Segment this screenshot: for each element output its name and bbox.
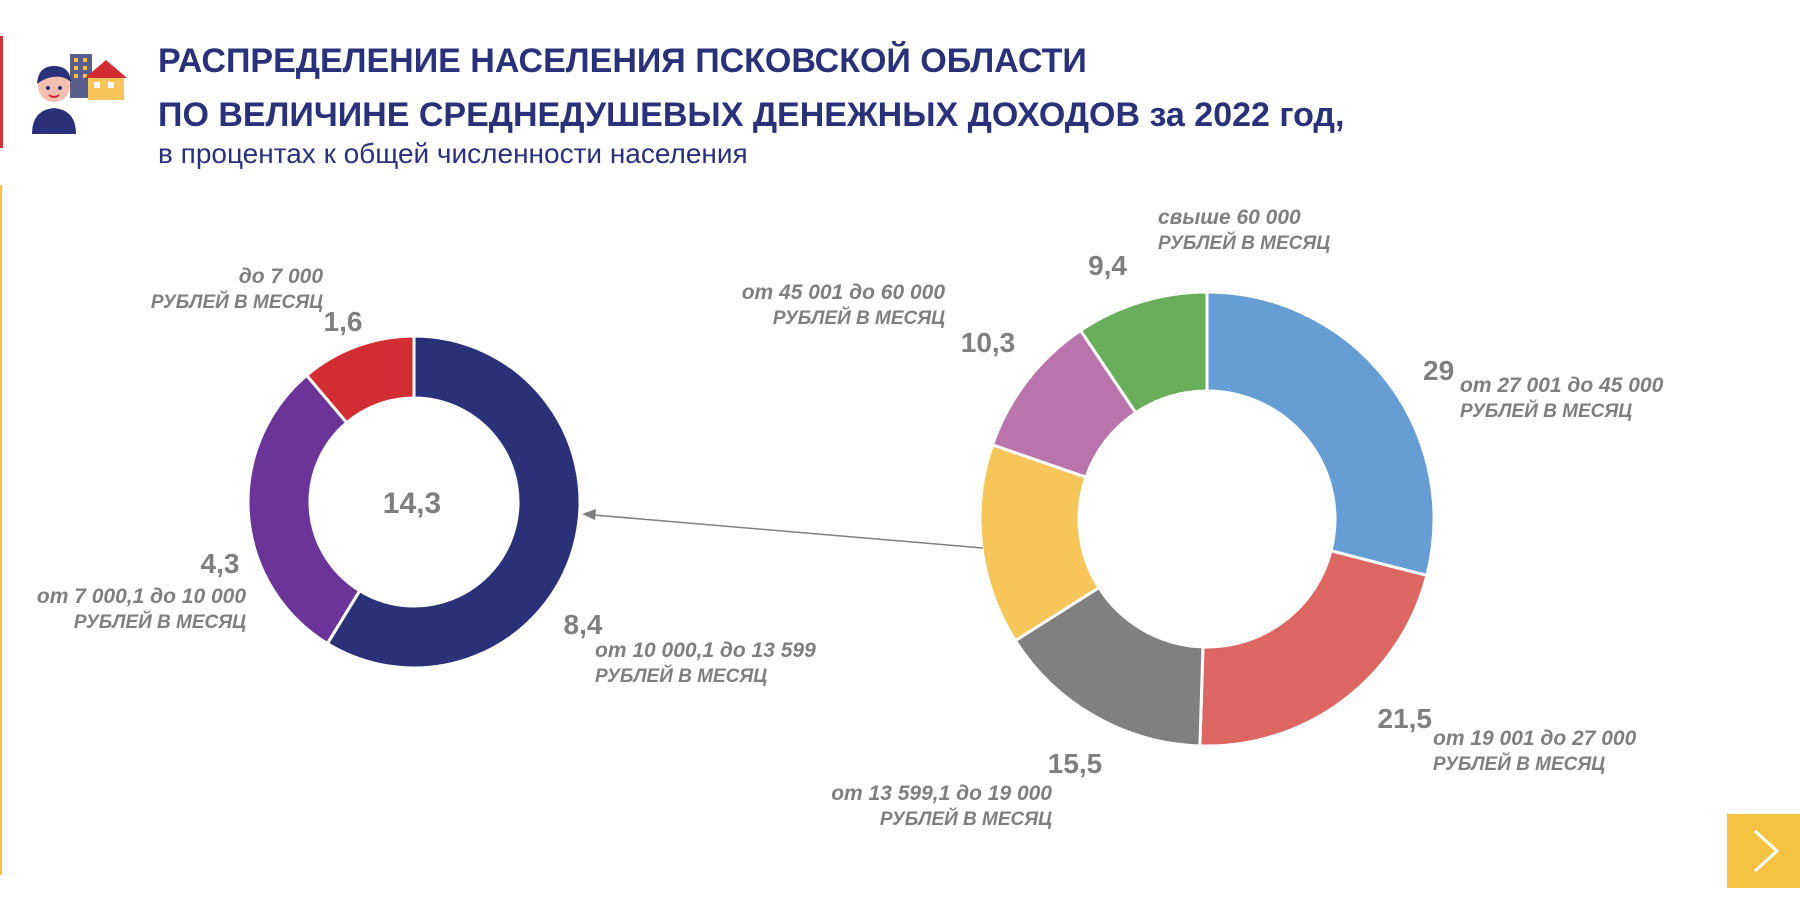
main-slice-value: 9,4	[1088, 250, 1127, 281]
person-house-icon	[32, 54, 127, 134]
sub-slice-value: 1,6	[324, 306, 363, 337]
accent-bar-yellow	[0, 185, 2, 875]
page-subtitle: в процентах к общей численности населени…	[158, 138, 748, 169]
sub-donut-slice	[304, 334, 416, 425]
main-slice-range-label: от 45 001 до 60 000	[742, 281, 946, 304]
main-slice-range-label: от 19 001 до 27 000	[1433, 727, 1637, 750]
main-slice-range-label: свыше 60 000	[1158, 206, 1301, 229]
main-slice-value: 10,3	[961, 327, 1016, 358]
main-donut-slice	[1198, 549, 1429, 748]
main-slice-value: 29	[1423, 355, 1454, 386]
sub-slice-unit-label: РУБЛЕЙ В МЕСЯЦ	[595, 665, 767, 687]
chevron-right-icon	[1753, 829, 1780, 873]
main-slice-unit-label: РУБЛЕЙ В МЕСЯЦ	[773, 307, 945, 329]
sub-slice-unit-label: РУБЛЕЙ В МЕСЯЦ	[74, 611, 246, 633]
main-slice-range-label: от 13 599,1 до 19 000	[831, 782, 1052, 805]
sub-slice-value: 4,3	[201, 548, 240, 579]
connector-line	[593, 514, 984, 549]
sub-slice-value: 8,4	[564, 609, 603, 640]
main-slice-range-label: от 27 001 до 45 000	[1460, 374, 1664, 397]
sub-slice-range-label: от 7 000,1 до 10 000	[37, 585, 246, 608]
sub-slice-range-label: до 7 000	[239, 265, 324, 288]
main-slice-unit-label: РУБЛЕЙ В МЕСЯЦ	[1433, 753, 1605, 775]
main-slice-unit-label: РУБЛЕЙ В МЕСЯЦ	[880, 808, 1052, 830]
main-donut-slice	[1205, 290, 1436, 578]
sub-slice-range-label: от 10 000,1 до 13 599	[595, 639, 816, 662]
next-slide-button[interactable]	[1727, 814, 1800, 888]
sub-slice-unit-label: РУБЛЕЙ В МЕСЯЦ	[151, 291, 323, 313]
title-line-2: ПО ВЕЛИЧИНЕ СРЕДНЕДУШЕВЫХ ДЕНЕЖНЫХ ДОХОД…	[158, 96, 1345, 134]
main-slice-unit-label: РУБЛЕЙ В МЕСЯЦ	[1460, 400, 1632, 422]
title-line-1: РАСПРЕДЕЛЕНИЕ НАСЕЛЕНИЯ ПСКОВСКОЙ ОБЛАСТ…	[158, 42, 1087, 80]
page-title: РАСПРЕДЕЛЕНИЕ НАСЕЛЕНИЯ ПСКОВСКОЙ ОБЛАСТ…	[158, 34, 1344, 142]
accent-bar-red	[0, 36, 3, 148]
connector-arrowhead	[582, 509, 596, 520]
sub-donut-center-value: 14,3	[383, 487, 441, 520]
main-slice-value: 15,5	[1048, 748, 1103, 779]
main-slice-value: 21,5	[1378, 703, 1433, 734]
sub-donut-slice	[325, 334, 582, 670]
main-donut-slice	[1078, 290, 1209, 415]
sub-donut-slice	[246, 373, 362, 646]
main-slice-unit-label: РУБЛЕЙ В МЕСЯЦ	[1158, 232, 1330, 254]
